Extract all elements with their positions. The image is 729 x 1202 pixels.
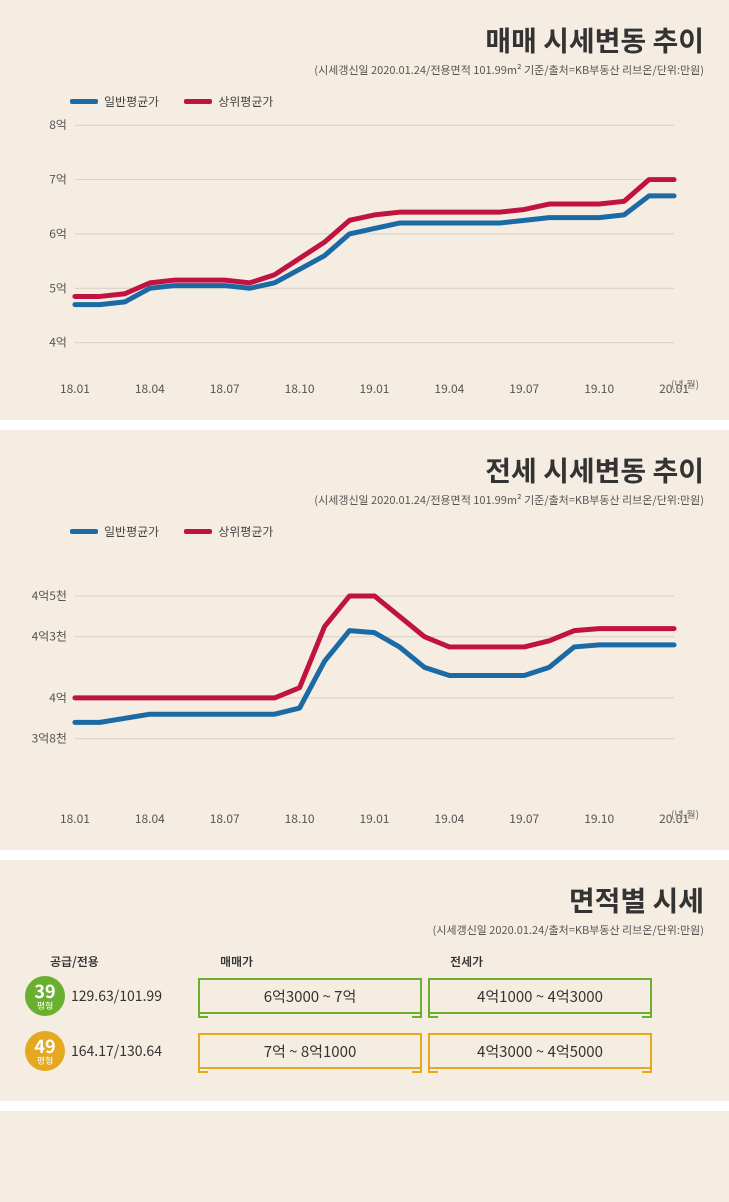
legend-swatch — [184, 529, 212, 534]
supply-area-text: 129.63/101.99 — [71, 986, 162, 1006]
area-price-panel: 면적별 시세 (시세갱신일 2020.01.24/출처=KB부동산 리브온/단위… — [0, 860, 729, 1111]
svg-text:19.04: 19.04 — [434, 380, 464, 397]
svg-text:8억: 8억 — [49, 116, 67, 133]
badge-number: 39 — [34, 982, 55, 1000]
legend-label: 상위평균가 — [218, 523, 273, 540]
rent-price-box: 4억3000 ~ 4억5000 — [430, 1033, 650, 1069]
svg-text:5억: 5억 — [49, 279, 67, 296]
chart1-subtitle: (시세갱신일 2020.01.24/전용면적 101.99m² 기준/출처=KB… — [25, 62, 704, 78]
area-row: 39 평형 129.63/101.99 6억3000 ~ 7억 4억1000 ~… — [25, 976, 704, 1016]
legend-swatch — [184, 99, 212, 104]
svg-text:4억5천: 4억5천 — [32, 587, 67, 604]
legend-swatch — [70, 529, 98, 534]
chart2-svg: 3억8천 4억 4억3천 4억5천 18.01 18.04 18.07 18.10 19.01 1… — [25, 545, 704, 835]
svg-text:18.10: 18.10 — [285, 380, 315, 397]
svg-text:19.04: 19.04 — [434, 810, 464, 827]
legend-item-blue: 일반평균가 — [70, 93, 159, 110]
svg-text:18.01: 18.01 — [60, 380, 90, 397]
svg-text:7억: 7억 — [49, 171, 67, 188]
area-row: 49 평형 164.17/130.64 7억 ~ 8억1000 4억3000 ~… — [25, 1031, 704, 1071]
chart2-legend: 일반평균가 상위평균가 — [70, 523, 704, 540]
legend-label: 일반평균가 — [104, 93, 159, 110]
chart2-subtitle: (시세갱신일 2020.01.24/전용면적 101.99m² 기준/출처=KB… — [25, 492, 704, 508]
supply-area-text: 164.17/130.64 — [71, 1041, 162, 1061]
legend-label: 일반평균가 — [104, 523, 159, 540]
chart2-area: 3억8천 4억 4억3천 4억5천 18.01 18.04 18.07 18.10 19.01 1… — [25, 545, 704, 835]
svg-text:6억: 6억 — [49, 225, 67, 242]
chart1-svg: 4억 5억 6억 7억 8억 18.01 18.04 18.07 18.10 19.01 19.04… — [25, 115, 704, 405]
footer-subtitle: (시세갱신일 2020.01.24/출처=KB부동산 리브온/단위:만원) — [25, 922, 704, 938]
sale-price-box: 7억 ~ 8억1000 — [200, 1033, 420, 1069]
badge-number: 49 — [34, 1037, 55, 1055]
svg-text:4억: 4억 — [49, 334, 67, 351]
svg-text:19.01: 19.01 — [360, 380, 390, 397]
svg-text:19.01: 19.01 — [360, 810, 390, 827]
svg-text:18.10: 18.10 — [285, 810, 315, 827]
chart1-area: 4억 5억 6억 7억 8억 18.01 18.04 18.07 18.10 19.01 19.04… — [25, 115, 704, 405]
chart1-title: 매매 시세변동 추이 — [25, 20, 704, 60]
footer-rows: 39 평형 129.63/101.99 6억3000 ~ 7억 4억1000 ~… — [25, 976, 704, 1071]
col-supply-label: 공급/전용 — [25, 953, 200, 970]
svg-text:19.07: 19.07 — [509, 810, 539, 827]
svg-text:4억3천: 4억3천 — [32, 628, 67, 645]
sale-price-box: 6억3000 ~ 7억 — [200, 978, 420, 1014]
svg-text:19.10: 19.10 — [584, 810, 614, 827]
badge-unit: 평형 — [37, 1056, 54, 1065]
svg-text:18.07: 18.07 — [210, 810, 240, 827]
chart2-title: 전세 시세변동 추이 — [25, 450, 704, 490]
legend-label: 상위평균가 — [218, 93, 273, 110]
col-rent-label: 전세가 — [430, 953, 660, 970]
svg-text:19.07: 19.07 — [509, 380, 539, 397]
footer-title: 면적별 시세 — [25, 880, 704, 920]
legend-swatch — [70, 99, 98, 104]
footer-header-row: 공급/전용 매매가 전세가 — [25, 953, 704, 970]
svg-text:18.04: 18.04 — [135, 380, 165, 397]
svg-text:18.07: 18.07 — [210, 380, 240, 397]
rent-price-box: 4억1000 ~ 4억3000 — [430, 978, 650, 1014]
svg-text:19.10: 19.10 — [584, 380, 614, 397]
svg-text:3억8천: 3억8천 — [32, 730, 67, 747]
badge-wrap: 49 평형 164.17/130.64 — [25, 1031, 200, 1071]
chart1-legend: 일반평균가 상위평균가 — [70, 93, 704, 110]
legend-item-blue: 일반평균가 — [70, 523, 159, 540]
area-badge: 49 평형 — [25, 1031, 65, 1071]
badge-unit: 평형 — [37, 1001, 54, 1010]
badge-wrap: 39 평형 129.63/101.99 — [25, 976, 200, 1016]
area-badge: 39 평형 — [25, 976, 65, 1016]
svg-text:18.01: 18.01 — [60, 810, 90, 827]
rent-price-panel: 전세 시세변동 추이 (시세갱신일 2020.01.24/전용면적 101.99… — [0, 430, 729, 860]
col-sale-label: 매매가 — [200, 953, 430, 970]
sale-price-panel: 매매 시세변동 추이 (시세갱신일 2020.01.24/전용면적 101.99… — [0, 0, 729, 430]
svg-text:4억: 4억 — [49, 689, 67, 706]
x-axis-unit: (년.월) — [671, 376, 699, 391]
legend-item-red: 상위평균가 — [184, 523, 273, 540]
svg-text:18.04: 18.04 — [135, 810, 165, 827]
x-axis-unit: (년.월) — [671, 806, 699, 821]
legend-item-red: 상위평균가 — [184, 93, 273, 110]
